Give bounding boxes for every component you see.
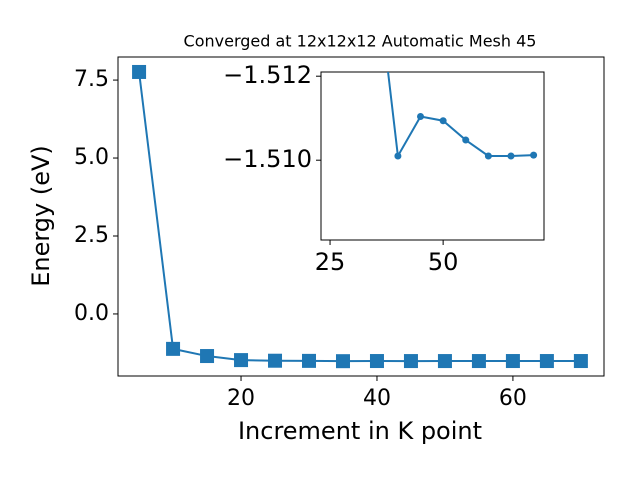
data-point (335, 354, 350, 369)
x-tick-label: 60 (499, 386, 527, 411)
data-point (505, 354, 520, 369)
data-point (369, 354, 384, 369)
data-point (462, 136, 470, 144)
plot-area (387, 72, 538, 160)
data-point (471, 354, 486, 369)
data-point (200, 349, 215, 364)
axes-frame (117, 56, 605, 377)
chart-title: Converged at 12x12x12 Automatic Mesh 45 (184, 32, 537, 51)
data-point (417, 113, 425, 121)
y-tick-label: −1.510 (223, 145, 312, 173)
data-point (539, 354, 554, 369)
y-tick-label: 5.0 (74, 145, 109, 170)
y-tick-label: 2.5 (74, 223, 109, 248)
x-tick-label: 25 (315, 248, 346, 276)
data-point (268, 353, 283, 368)
x-tick-label: 40 (363, 386, 391, 411)
data-point (437, 354, 452, 369)
x-tick-label: 20 (227, 386, 255, 411)
data-point (132, 64, 147, 79)
data-point (234, 353, 249, 368)
data-point (302, 353, 317, 368)
y-axis-label: Energy (eV) (27, 145, 55, 287)
data-point (166, 341, 181, 356)
x-tick-label: 50 (428, 248, 459, 276)
y-tick-label: 7.5 (74, 67, 109, 92)
data-point (394, 152, 402, 160)
data-point (439, 117, 447, 125)
plot-area (132, 64, 588, 369)
data-point (507, 152, 515, 160)
data-point (573, 354, 588, 369)
data-point (484, 152, 492, 160)
y-tick-label: −1.512 (223, 61, 312, 89)
y-tick-label: 0.0 (74, 301, 109, 326)
x-axis-label: Increment in K point (238, 417, 482, 445)
axes-frame (320, 71, 545, 241)
data-point (403, 354, 418, 369)
series-line (387, 72, 534, 160)
data-point (530, 151, 538, 159)
